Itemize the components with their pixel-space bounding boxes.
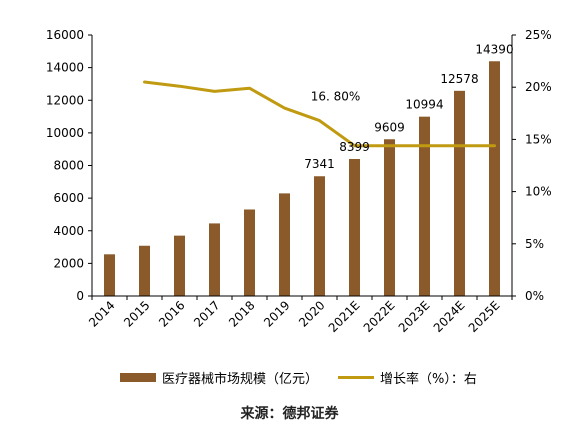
- x-tick-label: 2015: [121, 298, 152, 329]
- combo-chart: 0 2000 4000 6000 8000 10000 12000 14000 16000 0%…: [46, 28, 552, 335]
- bar: [104, 254, 115, 296]
- x-tick-label: 2016: [156, 298, 187, 329]
- right-tick-label: 25%: [525, 28, 552, 42]
- bar-data-label: 9609: [374, 120, 405, 134]
- left-tick-label: 6000: [53, 191, 84, 205]
- legend-swatch-bar: [120, 373, 156, 382]
- legend-item-market-size: 医疗器械市场规模（亿元）: [120, 368, 318, 387]
- right-y-axis: 0% 5% 10% 15% 20% 25%: [511, 28, 552, 303]
- x-axis: 2014 2015 2016 2017 2018 2019 20202021E2022E20…: [86, 295, 513, 335]
- left-y-axis: 0 2000 4000 6000 8000 10000 12000 14000 16000: [46, 28, 93, 303]
- bar: [209, 223, 220, 296]
- x-tick-label: 2017: [191, 298, 222, 329]
- bar: [244, 209, 255, 296]
- bar-data-label: 7341: [304, 157, 335, 171]
- line-data-label: 16. 80%: [311, 90, 361, 104]
- right-tick-label: 0%: [525, 289, 544, 303]
- x-tick-label: 2022E: [361, 298, 398, 335]
- x-tick-label: 2025E: [466, 298, 503, 335]
- left-tick-label: 16000: [46, 28, 84, 42]
- bar: [384, 139, 395, 296]
- bar: [139, 245, 150, 296]
- bar: [349, 158, 360, 296]
- x-tick-label: 2018: [226, 298, 257, 329]
- bar-data-label: 14390: [475, 42, 513, 56]
- bar-data-label: 10994: [405, 98, 443, 112]
- growth-rate-series: [143, 80, 496, 148]
- left-tick-label: 4000: [53, 224, 84, 238]
- legend: 医疗器械市场规模（亿元） 增长率（%）：右: [0, 368, 579, 388]
- bar-data-label: 12578: [440, 72, 478, 86]
- bar: [454, 90, 465, 296]
- bar-data-label: 8399: [339, 140, 370, 154]
- x-tick-label: 2021E: [326, 298, 363, 335]
- x-tick-label: 2023E: [396, 298, 433, 335]
- legend-item-growth-rate: 增长率（%）：右: [338, 368, 477, 387]
- source-note: 来源：德邦证券: [240, 406, 339, 422]
- bar: [314, 176, 325, 296]
- left-tick-label: 0: [76, 289, 84, 303]
- right-tick-label: 20%: [525, 80, 552, 94]
- left-tick-label: 2000: [53, 256, 84, 270]
- growth-rate-line: [143, 80, 496, 148]
- x-tick-label: 2019: [261, 298, 292, 329]
- bar: [419, 116, 430, 297]
- right-tick-label: 5%: [525, 237, 544, 251]
- bar: [489, 61, 500, 297]
- x-tick-label: 2014: [86, 298, 117, 329]
- x-tick-label: 2020: [296, 298, 327, 329]
- legend-label-growth-rate: 增长率（%）：右: [380, 372, 477, 387]
- legend-swatch-line: [338, 376, 374, 379]
- legend-label-market-size: 医疗器械市场规模（亿元）: [162, 372, 319, 387]
- bar-series: [104, 61, 500, 297]
- bar: [279, 193, 290, 296]
- right-tick-label: 15%: [525, 132, 552, 146]
- left-tick-label: 8000: [53, 159, 84, 173]
- left-tick-label: 14000: [46, 61, 84, 75]
- x-tick-label: 2024E: [431, 298, 468, 335]
- bar: [174, 235, 185, 296]
- right-tick-label: 10%: [525, 185, 552, 199]
- left-tick-label: 12000: [46, 93, 84, 107]
- left-tick-label: 10000: [46, 126, 84, 140]
